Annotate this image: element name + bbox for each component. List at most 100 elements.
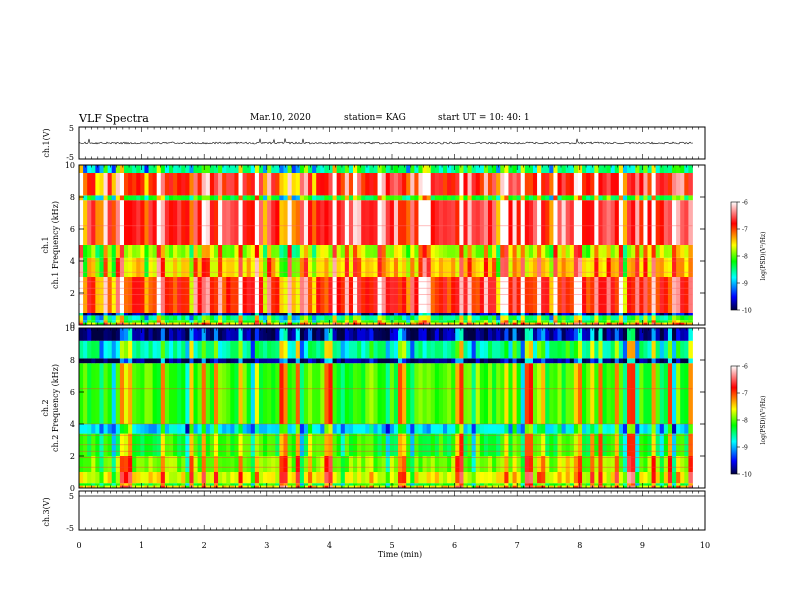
spectrogram-cell xyxy=(267,257,272,277)
spectrogram-cell xyxy=(295,320,301,323)
spectrogram-cell xyxy=(115,328,121,341)
spectrogram-cell xyxy=(406,485,411,488)
spectrogram-cell xyxy=(83,277,88,313)
spectrogram-cell xyxy=(426,424,432,434)
spectrogram-cell xyxy=(299,257,305,277)
spectrogram-cell xyxy=(467,322,473,325)
spectrogram-cell xyxy=(655,173,661,196)
spectrogram-cell xyxy=(234,483,239,486)
spectrogram-cell xyxy=(79,456,84,472)
spectrogram-cell xyxy=(136,200,141,245)
spectrogram-cell xyxy=(655,195,661,201)
spectrogram-cell xyxy=(467,277,473,313)
spectrogram-cell xyxy=(577,483,583,486)
spectrogram-cell xyxy=(328,424,333,434)
spectrogram-cell xyxy=(643,363,648,424)
spectrogram-cell xyxy=(475,358,481,364)
spectrogram-cell xyxy=(324,173,329,196)
spectrogram-cell xyxy=(242,200,248,245)
spectrogram-cell xyxy=(173,456,178,472)
spectrogram-cell xyxy=(467,165,473,173)
spectrogram-cell xyxy=(164,315,170,321)
xtick-label: 0 xyxy=(76,541,81,550)
spectrogram-cell xyxy=(471,340,477,359)
spectrogram-cell xyxy=(569,358,575,364)
spectrogram-cell xyxy=(144,485,149,488)
spectrogram-cell xyxy=(340,328,346,341)
spectrogram-cell xyxy=(332,313,338,316)
spectrogram-cell xyxy=(128,472,133,484)
spectrogram-cell xyxy=(107,328,113,341)
spectrogram-cell xyxy=(128,363,133,424)
spectrogram-cell xyxy=(324,257,329,277)
spectrogram-cell xyxy=(627,315,632,321)
spectrogram-cell xyxy=(577,424,583,434)
spectrogram-cell xyxy=(377,472,383,484)
spectrogram-cell xyxy=(643,424,648,434)
spectrogram-cell xyxy=(271,485,276,488)
spectrogram-cell xyxy=(230,328,235,341)
spectrogram-cell xyxy=(185,173,190,196)
spectrogram-cell xyxy=(132,328,137,341)
spectrogram-cell xyxy=(586,195,591,201)
spectrogram-cell xyxy=(357,485,362,488)
spectrogram-cell xyxy=(577,322,583,325)
spectrogram-cell xyxy=(672,277,677,313)
spectrogram-cell xyxy=(373,165,378,173)
spectrogram-cell xyxy=(684,165,689,173)
spectrogram-cell xyxy=(87,485,92,488)
spectrogram-cell xyxy=(586,358,591,364)
spectrogram-cell xyxy=(520,340,526,359)
spectrogram-cell xyxy=(463,315,468,321)
spectrogram-cell xyxy=(136,322,141,325)
spectrogram-cell xyxy=(230,358,235,364)
spectrogram-cell xyxy=(271,456,276,472)
spectrogram-cell xyxy=(553,363,558,424)
spectrogram-cell xyxy=(254,472,260,484)
spectrogram-cell xyxy=(549,363,554,424)
spectrogram-cell xyxy=(553,315,558,321)
spectrogram-cell xyxy=(426,257,432,277)
spectrogram-cell xyxy=(537,358,542,364)
spectrogram-cell xyxy=(308,328,313,341)
spectrogram-cell xyxy=(659,358,665,364)
spectrogram-cell xyxy=(303,277,309,313)
spectrogram-cell xyxy=(635,485,640,488)
spectrogram-cell xyxy=(471,320,477,323)
spectrogram-cell xyxy=(672,424,677,434)
spectrogram-cell xyxy=(103,313,109,316)
spectrogram-cell xyxy=(622,313,628,316)
spectrogram-cell xyxy=(455,456,460,472)
spectrogram-cell xyxy=(119,245,125,258)
spectrogram-cell xyxy=(549,245,554,258)
spectrogram-cell xyxy=(512,483,518,486)
spectrogram-cell xyxy=(479,322,485,325)
spectrogram-cell xyxy=(398,456,403,472)
spectrogram-cell xyxy=(402,173,407,196)
spectrogram-cell xyxy=(185,472,190,484)
spectrogram-cell xyxy=(111,165,117,173)
spectrogram-cell xyxy=(635,165,640,173)
spectrogram-cell xyxy=(410,340,415,359)
spectrogram-cell xyxy=(663,340,669,359)
spectrogram-cell xyxy=(418,456,423,472)
spectrogram-cell xyxy=(185,358,190,364)
spectrogram-cell xyxy=(385,322,391,325)
spectrogram-cell xyxy=(132,322,137,325)
spectrogram-cell xyxy=(606,277,612,313)
spectrogram-cell xyxy=(463,328,468,341)
spectrogram-cell xyxy=(377,320,383,323)
spectrogram-cell xyxy=(119,277,125,313)
spectrogram-cell xyxy=(123,173,129,196)
spectrogram-cell xyxy=(316,358,321,364)
spectrogram-cell xyxy=(107,483,113,486)
ch2-ylabel-channel: ch.2 xyxy=(41,399,50,416)
spectrogram-cell xyxy=(528,313,534,316)
spectrogram-cell xyxy=(577,313,583,316)
spectrogram-cell xyxy=(586,173,591,196)
spectrogram-cell xyxy=(614,165,620,173)
spectrogram-cell xyxy=(406,165,411,173)
spectrogram-cell xyxy=(181,340,186,359)
spectrogram-cell xyxy=(537,472,542,484)
spectrogram-cell xyxy=(635,200,640,245)
